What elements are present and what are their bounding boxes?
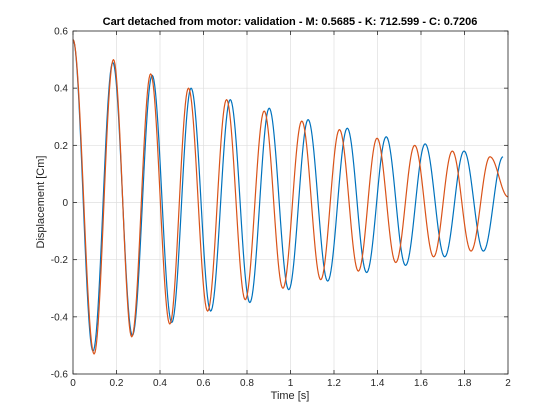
x-tick-label: 1.4	[371, 378, 385, 389]
x-tick-label: 0.4	[153, 378, 167, 389]
y-tick-label: 0.2	[54, 141, 68, 152]
x-tick-label: 0.6	[197, 378, 211, 389]
x-axis-label: Time [s]	[271, 390, 310, 402]
x-tick-label: 0	[70, 378, 76, 389]
x-tick-label: 0.2	[110, 378, 124, 389]
y-tick-label: -0.2	[51, 255, 69, 266]
chart-title: Cart detached from motor: validation - M…	[103, 16, 478, 28]
x-tick-label: 0.8	[240, 378, 254, 389]
series-layer	[72, 39, 509, 355]
y-axis-label: Displacement [Cm]	[35, 156, 47, 249]
series-line-2	[72, 39, 509, 355]
y-tick-label: 0.6	[54, 27, 68, 38]
y-tick-label: 0.4	[54, 84, 68, 95]
y-tick-label: -0.6	[51, 370, 69, 381]
ticks: 0 0.2 0.4 0.6 0.8 1 1.2 1.4 1.6 1.8 2 -0.6 -0.4 -0.2 0…	[51, 27, 511, 390]
x-tick-label: 1	[288, 378, 294, 389]
x-tick-label: 1.6	[414, 378, 428, 389]
y-tick-label: 0	[62, 198, 68, 209]
y-tick-label: -0.4	[51, 312, 69, 323]
x-tick-label: 1.8	[458, 378, 472, 389]
x-tick-label: 2	[505, 378, 511, 389]
series-line-1	[72, 39, 504, 352]
x-tick-label: 1.2	[327, 378, 341, 389]
